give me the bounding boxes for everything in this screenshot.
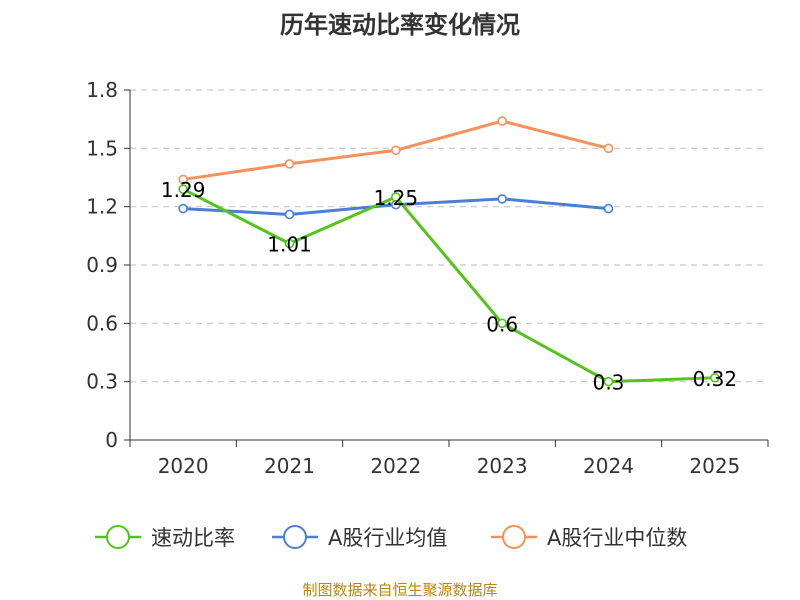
y-tick-label: 0.3 xyxy=(86,370,118,394)
data-point[interactable] xyxy=(178,184,188,194)
data-point[interactable] xyxy=(284,209,295,220)
data-label: 0.32 xyxy=(693,367,738,391)
data-point[interactable] xyxy=(391,145,401,156)
legend-label: A股行业中位数 xyxy=(547,526,687,550)
series-1 xyxy=(178,194,614,220)
legend-marker xyxy=(283,525,307,549)
y-tick-label: 0.9 xyxy=(86,253,118,277)
data-point[interactable] xyxy=(284,238,295,249)
data-label: 0.6 xyxy=(486,312,518,336)
legend-label: A股行业均值 xyxy=(328,526,447,550)
data-point[interactable] xyxy=(178,174,188,185)
legend-marker xyxy=(106,525,130,549)
x-tick-label: 2022 xyxy=(370,454,421,478)
data-point[interactable] xyxy=(710,372,720,383)
data-point[interactable] xyxy=(497,116,507,126)
legend-marker xyxy=(502,525,526,549)
y-tick-label: 1.5 xyxy=(86,136,118,160)
data-point[interactable] xyxy=(178,203,188,214)
data-label: 0.3 xyxy=(593,371,625,395)
series-2 xyxy=(178,116,614,185)
grid-lines xyxy=(130,89,768,383)
data-labels: 1.29 1.01 1.25 0.6 0.3 0.32 xyxy=(161,178,737,394)
legend-item[interactable]: A股行业中位数 xyxy=(491,525,687,550)
data-label: 1.29 xyxy=(161,178,206,202)
data-point[interactable] xyxy=(603,203,614,214)
series-0 xyxy=(178,184,720,387)
x-tick-label: 2023 xyxy=(477,454,528,478)
series-line xyxy=(182,187,715,384)
axes: 0 0.3 0.6 0.9 1.2 1.5 1.8 2020 2021 2022 2023 2024 2… xyxy=(86,78,769,478)
data-label: 1.25 xyxy=(374,186,419,210)
legend[interactable]: 速动比率 A股行业均值 A股行业中位数 xyxy=(95,525,687,550)
chart-title: 历年速动比率变化情况 xyxy=(280,11,520,39)
y-tick-label: 1.2 xyxy=(86,195,118,219)
legend-item[interactable]: A股行业均值 xyxy=(272,525,447,550)
legend-item[interactable]: 速动比率 xyxy=(95,525,235,550)
data-label: 1.01 xyxy=(267,233,312,257)
data-point[interactable] xyxy=(497,194,507,204)
data-point[interactable] xyxy=(603,143,614,154)
y-tick-label: 1.8 xyxy=(86,78,118,102)
x-tick-label: 2020 xyxy=(158,454,209,478)
data-point[interactable] xyxy=(284,159,295,169)
x-tick-label: 2025 xyxy=(689,454,740,478)
source-note: 制图数据来自恒生聚源数据库 xyxy=(302,581,497,599)
series-group xyxy=(178,116,720,387)
data-point[interactable] xyxy=(497,318,507,329)
y-tick-label: 0.6 xyxy=(86,311,118,335)
data-point[interactable] xyxy=(603,376,614,387)
data-point[interactable] xyxy=(391,192,401,202)
x-tick-label: 2021 xyxy=(264,454,315,478)
y-tick-label: 0 xyxy=(105,428,118,452)
x-tick-label: 2024 xyxy=(583,454,634,478)
legend-label: 速动比率 xyxy=(151,526,235,550)
